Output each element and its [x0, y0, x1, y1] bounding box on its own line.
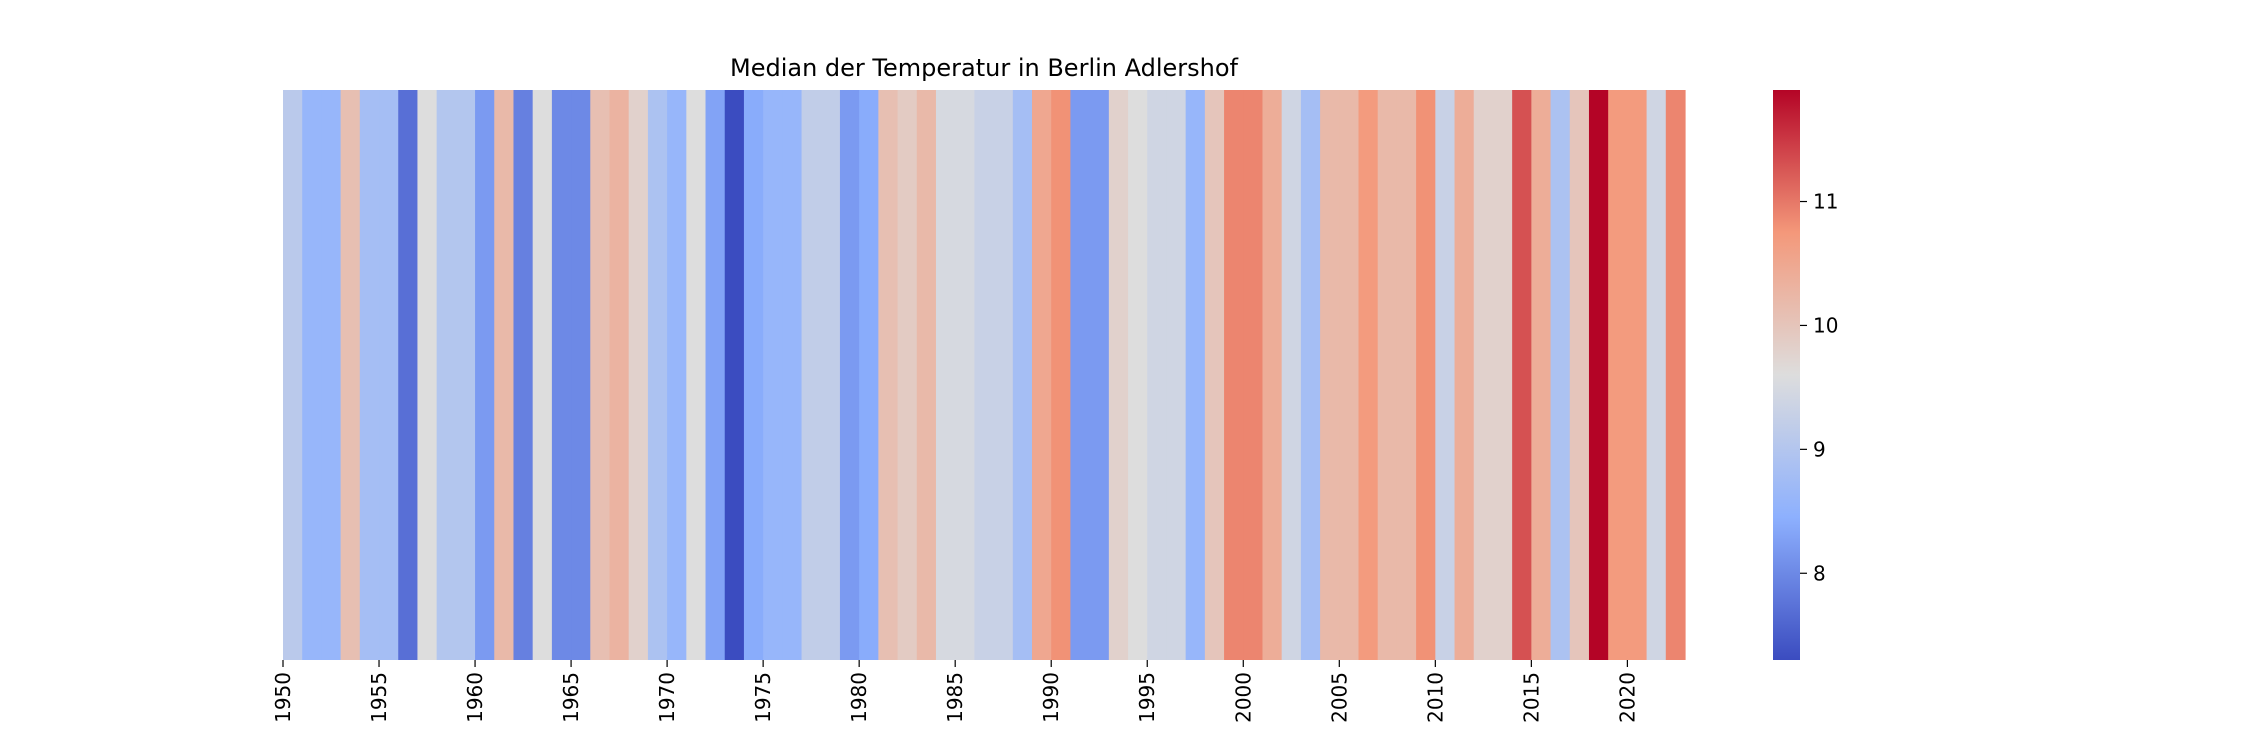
heatmap-cell-1963 — [532, 90, 553, 660]
heatmap-cell-1966 — [590, 90, 611, 660]
heatmap-cell-2021 — [1646, 90, 1667, 660]
heatmap-cell-1972 — [705, 90, 726, 660]
heatmap-cell-1979 — [839, 90, 860, 660]
heatmap-cell-1977 — [801, 90, 822, 660]
heatmap-cell-2011 — [1454, 90, 1475, 660]
heatmap-cell-1971 — [686, 90, 707, 660]
colorbar-ticks: 8 9 10 11 — [1800, 190, 1838, 585]
heatmap-cell-2020 — [1627, 90, 1648, 660]
heatmap-cell-1967 — [609, 90, 630, 660]
x-tick-label-1985: 1985 — [943, 672, 967, 723]
heatmap-cell-1970 — [667, 90, 687, 660]
heatmap-cell-1998 — [1204, 90, 1225, 660]
heatmap-cell-1982 — [897, 90, 918, 660]
heatmap-cell-1959 — [455, 90, 476, 660]
x-tick-label-2010: 2010 — [1423, 672, 1447, 723]
heatmap-cell-2014 — [1512, 90, 1532, 660]
heatmap-cell-2004 — [1320, 90, 1340, 660]
heatmap-cell-2015 — [1531, 90, 1552, 660]
x-tick-label-1960: 1960 — [463, 672, 487, 723]
colorbar-tick-label-10: 10 — [1813, 313, 1838, 337]
x-tick-label-1995: 1995 — [1135, 672, 1159, 723]
heatmap-cell-1951 — [302, 90, 323, 660]
heatmap-cell-1962 — [513, 90, 534, 660]
heatmap-cell-2003 — [1300, 90, 1321, 660]
heatmap-cell-1995 — [1147, 90, 1168, 660]
heatmap-cell-1955 — [379, 90, 399, 660]
heatmap-cell-2012 — [1473, 90, 1494, 660]
heatmap-cell-2019 — [1608, 90, 1628, 660]
heatmap-cell-1983 — [916, 90, 937, 660]
heatmap-cell-1960 — [475, 90, 495, 660]
heatmap-cell-1996 — [1166, 90, 1187, 660]
heatmap-cell-2016 — [1550, 90, 1571, 660]
heatmap-cell-1952 — [321, 90, 342, 660]
heatmap-cell-2017 — [1569, 90, 1590, 660]
colorbar-tick-label-11: 11 — [1813, 190, 1838, 214]
heatmap-cell-2006 — [1358, 90, 1379, 660]
x-tick-label-1955: 1955 — [367, 672, 391, 723]
heatmap-cell-2007 — [1377, 90, 1398, 660]
heatmap-cell-1992 — [1089, 90, 1110, 660]
heatmap-cell-1964 — [551, 90, 572, 660]
heatmap-cell-1976 — [782, 90, 803, 660]
x-tick-label-2005: 2005 — [1327, 672, 1351, 723]
x-tick-label-1990: 1990 — [1039, 672, 1063, 723]
heatmap-cell-1997 — [1185, 90, 1206, 660]
heatmap-cell-2009 — [1416, 90, 1436, 660]
colorbar-tick-label-9: 9 — [1813, 437, 1826, 461]
heatmap-cell-2001 — [1262, 90, 1283, 660]
heatmap-cell-2022 — [1665, 90, 1686, 660]
heatmap-cell-1994 — [1128, 90, 1148, 660]
heatmap-cell-1981 — [878, 90, 899, 660]
heatmap-cell-1956 — [398, 90, 419, 660]
heatmap-cell-1988 — [1012, 90, 1033, 660]
colorbar-tick-label-8: 8 — [1813, 561, 1826, 585]
heatmap-cell-1957 — [417, 90, 438, 660]
heatmap-cell-2008 — [1396, 90, 1417, 660]
heatmap-cell-2000 — [1243, 90, 1264, 660]
heatmap-cell-1993 — [1108, 90, 1129, 660]
heatmap-cell-1987 — [993, 90, 1014, 660]
chart-title: Median der Temperatur in Berlin Adlersho… — [730, 54, 1239, 82]
heatmap-cell-1989 — [1032, 90, 1052, 660]
heatmap-cell-1969 — [647, 90, 668, 660]
heatmap-cell-2010 — [1435, 90, 1456, 660]
colorbar-gradient — [1773, 90, 1800, 660]
heatmap-cell-1954 — [359, 90, 380, 660]
heatmap-cells — [283, 90, 1686, 660]
heatmap-cell-1950 — [283, 90, 303, 660]
heatmap-cell-1958 — [436, 90, 457, 660]
heatmap-cell-1986 — [974, 90, 995, 660]
heatmap-cell-2002 — [1281, 90, 1302, 660]
heatmap-cell-1991 — [1070, 90, 1091, 660]
heatmap-cell-2013 — [1492, 90, 1513, 660]
heatmap-cell-1980 — [859, 90, 879, 660]
x-tick-label-1980: 1980 — [847, 672, 871, 723]
heatmap-cell-1961 — [494, 90, 515, 660]
heatmap-cell-1999 — [1224, 90, 1244, 660]
x-tick-label-2000: 2000 — [1231, 672, 1255, 723]
x-tick-label-2020: 2020 — [1615, 672, 1639, 723]
heatmap-cell-1973 — [724, 90, 745, 660]
heatmap-cell-2018 — [1588, 90, 1609, 660]
heatmap-cell-1978 — [820, 90, 841, 660]
x-tick-label-1970: 1970 — [655, 672, 679, 723]
colorbar: 8 9 10 11 — [1773, 90, 1838, 660]
heatmap-cell-1965 — [571, 90, 591, 660]
x-tick-label-1950: 1950 — [271, 672, 295, 723]
heatmap-cell-1990 — [1051, 90, 1072, 660]
x-tick-label-1965: 1965 — [559, 672, 583, 723]
x-axis: 1950 1955 1960 1965 1970 1975 1980 1985 1990 1995… — [271, 660, 1639, 723]
heatmap-cell-1953 — [340, 90, 361, 660]
heatmap-cell-1984 — [935, 90, 956, 660]
x-tick-label-1975: 1975 — [751, 672, 775, 723]
heatmap-cell-1974 — [743, 90, 764, 660]
heatmap-cell-1968 — [628, 90, 649, 660]
x-tick-label-2015: 2015 — [1519, 672, 1543, 723]
heatmap-cell-1985 — [955, 90, 975, 660]
heatmap-cell-1975 — [763, 90, 783, 660]
heatmap-cell-2005 — [1339, 90, 1360, 660]
